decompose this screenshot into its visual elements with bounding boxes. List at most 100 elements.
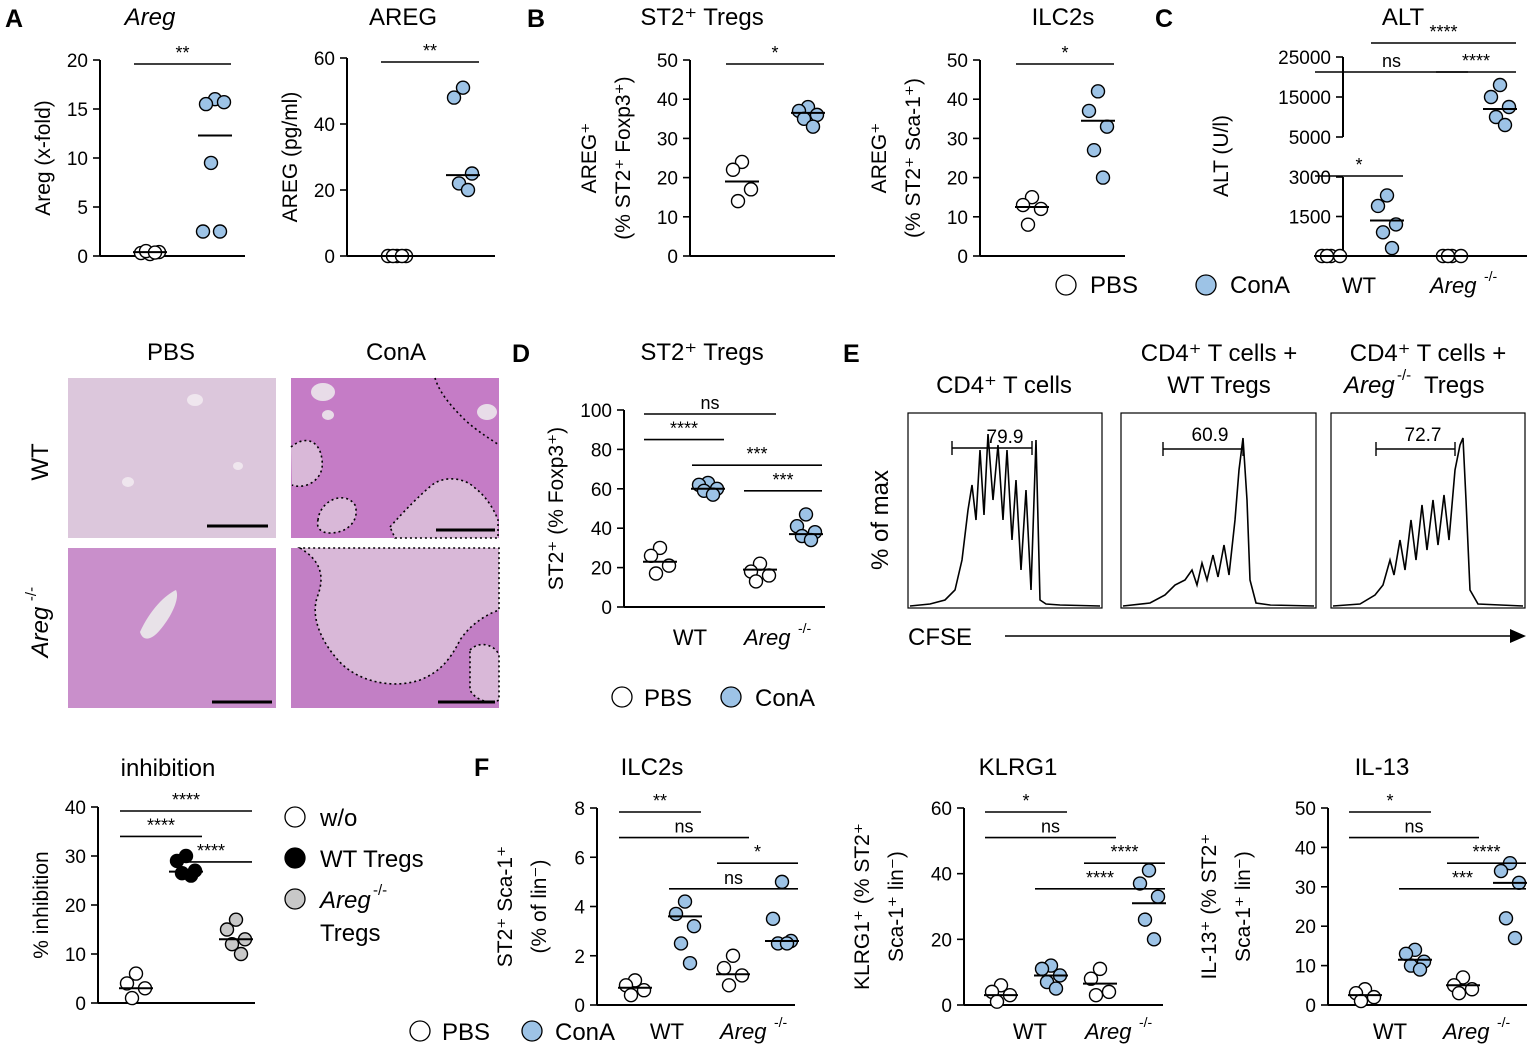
data-point [686,919,702,934]
group-label-wt: WT [650,1019,684,1044]
significance-label: **** [197,841,225,861]
y-axis-label-2: Sca-1⁺ lin⁻) [885,851,908,962]
data-point [1146,932,1162,947]
chart-title: Areg [123,4,176,31]
data-point [1379,188,1395,203]
histology-vessel [233,462,243,470]
significance-label: **** [670,419,698,439]
data-point [652,540,668,556]
data-point [1507,930,1523,946]
flow-histogram-curve-2 [1122,437,1315,607]
data-point [648,566,664,581]
necrotic-area-outline [316,496,357,534]
y-tick-label: 10 [67,149,88,170]
data-point [677,894,693,909]
y-tick-label: 10 [1295,957,1316,978]
flow-title-3c: Tregs [1424,372,1484,399]
flow-ylabel: % of max [867,470,894,570]
histology-vessel [477,404,497,420]
panel-label-d: D [512,340,530,368]
y-tick-label: 0 [957,247,968,268]
legend-wo-marker [284,806,306,828]
flow-panel: CD4⁺ T cells CD4⁺ T cells + WT Tregs CD4… [867,340,1526,651]
panel-label-a: A [5,5,23,33]
significance-label: *** [746,444,767,464]
y-tick-label: 6 [574,848,585,869]
flow-histogram-frame-3 [1330,412,1526,609]
y-axis-label: AREG⁺ [868,123,891,194]
data-point [1455,970,1471,985]
significance-label: ** [653,791,667,811]
chart-title: ILC2s [621,754,684,781]
group-label-areg: Areg [1441,1019,1490,1044]
y-tick-label: 0 [601,598,612,619]
data-point [1370,198,1386,214]
data-point [748,574,764,589]
legend-cona-label: ConA [555,1019,615,1046]
group-label-areg-sup: -/- [1484,268,1498,284]
data-point [219,922,235,937]
group-label-areg: Areg [1428,273,1477,298]
histology-image-wt-pbs [68,378,276,538]
significance-label: * [1386,791,1393,811]
significance-label: **** [1110,842,1138,862]
data-point [716,960,732,976]
y-tick-label: 0 [941,996,952,1017]
data-point [1488,109,1504,125]
chart-title: ALT [1382,4,1425,31]
y-tick-label: 0 [574,996,585,1017]
y-tick-label: 2 [574,947,585,968]
y-tick-label: 0 [324,247,335,268]
legend-areg-tregs-marker [284,888,306,910]
y-axis-label: AREG (pg/ml) [279,92,302,223]
significance-label: ns [1404,817,1423,837]
y-tick-label: 40 [947,90,968,111]
flow-title-3b: Areg [1342,372,1395,399]
chart-b_ilc2s: 0 10 20 30 40 50 ILC2s AREG⁺ (% ST2⁺ Sca-1⁺) * [868,4,1125,268]
y-tick-label: 40 [657,90,678,111]
panel-label-e: E [843,340,860,368]
data-point [1492,77,1508,93]
legend-cona-label: ConA [1230,272,1290,299]
significance-label: * [754,842,761,862]
legend-pbs-label: PBS [644,685,692,712]
flow-gate-value-1: 79.9 [987,427,1024,448]
legend-f: PBS ConA [409,1019,615,1046]
significance-label: *** [772,470,793,490]
data-point [1493,863,1509,879]
chart-title: IL-13 [1355,754,1410,781]
data-point [1034,961,1050,977]
data-point [1141,863,1157,878]
data-point [1497,117,1513,133]
flow-gate-1 [951,441,1033,455]
data-point [1081,103,1097,119]
data-point [730,193,746,209]
legend-wt-tregs-marker [284,847,306,869]
significance-label: ns [700,393,719,413]
data-point [1366,989,1382,1005]
y-tick-label: 4 [574,898,585,919]
necrotic-area-outline [297,547,500,685]
significance-label: **** [1429,22,1457,42]
y-tick-label: 40 [314,115,335,136]
legend-pbs-marker [611,686,633,708]
data-point [809,107,825,123]
y-tick-label: 30 [947,129,968,150]
y-axis-label: % inhibition [30,851,53,958]
histology-row-wt: WT [27,443,54,481]
data-point [673,936,689,951]
histology-vessel [122,477,134,487]
data-point [169,853,185,869]
y-tick-label: 8 [574,799,585,820]
data-point [224,937,240,952]
data-point [1498,911,1514,926]
data-point [1033,201,1049,217]
flow-gate-3 [1375,442,1456,456]
flow-histogram-curve-3 [1332,437,1524,607]
data-point [743,182,759,197]
group-label-areg-sup: -/- [1139,1014,1153,1030]
data-point [233,946,249,962]
flow-histogram-frame-1 [907,412,1103,609]
data-point [195,224,211,239]
